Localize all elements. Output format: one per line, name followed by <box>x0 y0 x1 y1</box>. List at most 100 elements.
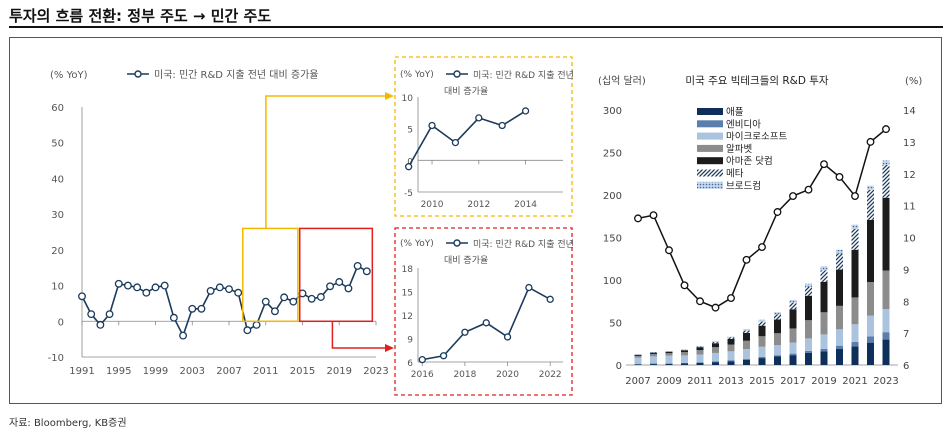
inset2-y-tick-label: 6 <box>407 359 413 369</box>
main-data-point <box>169 313 178 322</box>
main-data-point <box>96 320 105 329</box>
bar-segment <box>758 358 766 365</box>
inset2-data-point <box>503 333 512 341</box>
legend-swatch <box>697 157 723 165</box>
bar-segment <box>743 349 750 359</box>
rd-ratio-point <box>773 208 782 216</box>
main-x-tick-label: 2003 <box>180 366 205 377</box>
bar-segment <box>712 341 719 343</box>
bigtech-x-tick-label: 2017 <box>780 376 805 387</box>
inset1-data-point <box>428 121 436 130</box>
bar-segment <box>789 353 797 356</box>
legend-label: 마이크로소프트 <box>726 132 787 143</box>
main-data-point <box>234 288 243 297</box>
main-chart: -10 0 10 20 30 40 50 60 1991 1995 1999 2003 2007 2011… <box>48 69 389 377</box>
bigtech-y2-tick-label: 10 <box>903 234 916 245</box>
legend-label: 알파벳 <box>726 144 752 155</box>
inset2-y-tick-label: 15 <box>402 289 413 299</box>
bar-segment <box>820 266 828 271</box>
bar-segment <box>758 325 766 337</box>
main-x-tick-label: 1995 <box>106 366 131 377</box>
bar-segment <box>882 332 890 340</box>
main-data-point <box>225 285 233 294</box>
inset-box-2016-2022 <box>394 227 573 396</box>
bar-segment <box>758 319 766 322</box>
main-data-point <box>188 304 197 313</box>
bar-segment <box>758 321 766 326</box>
bar-segment <box>820 270 828 282</box>
page-title: 투자의 흐름 전환: 정부 주도 → 민간 주도 <box>9 7 272 25</box>
main-data-point <box>344 284 353 293</box>
main-data-point <box>335 278 344 286</box>
inset2-legend-marker <box>453 239 461 247</box>
rd-ratio-point <box>742 255 751 264</box>
bar-segment <box>665 351 673 352</box>
rd-ratio-point <box>634 214 642 223</box>
bar-segment <box>851 324 859 342</box>
main-data-point <box>243 326 252 335</box>
main-x-tick-label: 1999 <box>143 366 168 377</box>
bar-segment <box>774 312 781 315</box>
main-data-point <box>362 267 371 276</box>
main-data-point <box>289 297 298 306</box>
bigtech-x-tick-label: 2019 <box>811 376 836 387</box>
bar-segment <box>681 362 688 364</box>
inset1-y-tick-label: -5 <box>404 189 413 199</box>
inset1-legend-marker <box>453 70 461 78</box>
main-data-point <box>261 297 270 306</box>
main-legend-label: 미국: 민간 R&D 지출 전년 대비 증가율 <box>154 69 319 81</box>
legend-swatch <box>697 181 723 189</box>
connector-orange-arrowhead <box>385 92 394 100</box>
bar-segment <box>820 348 828 352</box>
bar-segment <box>774 355 781 357</box>
main-y-tick-label: 0 <box>58 317 64 328</box>
bigtech-y-tick-label: 50 <box>609 319 622 330</box>
legend-label: 애플 <box>726 107 744 118</box>
bar-segment <box>743 332 750 341</box>
bar-segment <box>712 347 719 353</box>
bar-segment <box>650 356 657 364</box>
bar-segment <box>727 344 735 352</box>
bar-segment <box>774 345 781 356</box>
bar-segment <box>851 224 859 229</box>
bar-segment <box>805 350 812 353</box>
inset2-data-point <box>439 352 448 360</box>
bar-segment <box>789 299 797 303</box>
legend-swatch <box>697 120 723 128</box>
main-data-point <box>252 320 261 329</box>
main-y-tick-label: 30 <box>51 210 64 221</box>
bigtech-x-tick-label: 2023 <box>873 376 898 387</box>
bar-segment <box>634 364 642 365</box>
rd-ratio-point <box>758 243 766 252</box>
main-y-tick-label: -10 <box>48 353 64 364</box>
bigtech-x-tick-label: 2007 <box>625 376 650 387</box>
bar-segment <box>665 363 673 364</box>
main-x-tick-label: 2019 <box>327 366 352 377</box>
rd-ratio-point <box>804 185 813 194</box>
bar-segment <box>867 189 874 220</box>
main-data-point <box>105 310 114 319</box>
bar-segment <box>774 314 781 320</box>
bar-segment <box>650 353 657 357</box>
bar-segment <box>665 351 673 354</box>
rd-ratio-point <box>789 192 797 201</box>
bar-segment <box>696 362 704 365</box>
bar-segment <box>758 336 766 347</box>
inset2-y-tick-label: 18 <box>402 265 414 275</box>
bar-segment <box>851 249 859 298</box>
bigtech-title: 미국 주요 빅테크들의 R&D 투자 <box>685 75 829 87</box>
inset1-data-point <box>498 121 506 130</box>
bar-segment <box>882 197 890 271</box>
bigtech-y-tick-label: 200 <box>603 191 622 202</box>
bar-segment <box>696 346 704 347</box>
main-data-point <box>316 293 325 301</box>
main-data-point <box>160 281 169 290</box>
bar-segment <box>743 359 750 365</box>
main-data-point <box>215 283 224 292</box>
bigtech-y2-tick-label: 7 <box>903 329 909 340</box>
inset1-x-tick-label: 2012 <box>467 200 490 210</box>
bigtech-y-tick-label: 0 <box>616 361 622 372</box>
bar-segment <box>836 269 843 306</box>
bigtech-y-tick-label: 150 <box>603 234 622 245</box>
bar-segment <box>681 350 688 353</box>
